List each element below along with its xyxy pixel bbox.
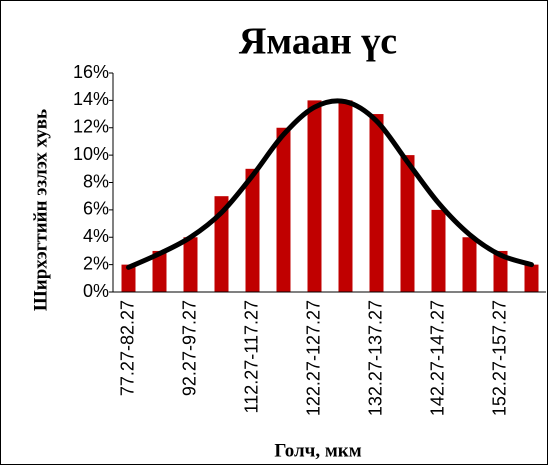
x-tick-label: 112.27-117.27	[241, 300, 261, 413]
bar	[276, 127, 291, 292]
x-tick-label: 142.27-147.27	[427, 300, 447, 416]
y-tick-label: 12%	[73, 117, 109, 137]
y-tick-label: 0%	[83, 281, 109, 301]
y-tick-label: 16%	[73, 62, 109, 82]
y-axis-label: Ширхэгтийн эзлэх хувь	[30, 109, 51, 311]
bar	[214, 196, 229, 292]
y-tick-label: 4%	[83, 226, 109, 246]
plot: 0% 2% 4% 6% 8% 10% 12% 14% 16% 77.27-82.27 92.27-9…	[73, 62, 546, 416]
line	[126, 98, 534, 270]
y-tick-label: 2%	[83, 253, 109, 273]
bar	[183, 237, 198, 292]
y-tick-label: 14%	[73, 89, 109, 109]
x-tick-label: 132.27-137.27	[365, 300, 385, 416]
y-tick-label: 8%	[83, 171, 109, 191]
bar	[307, 100, 322, 292]
x-axis-label: Голч, мкм	[274, 440, 361, 461]
bar	[524, 264, 539, 292]
bar	[121, 264, 136, 292]
bar	[369, 114, 384, 292]
y-tick-label: 10%	[73, 144, 109, 164]
bar	[431, 209, 446, 292]
bar	[462, 237, 477, 292]
x-tick-label: 152.27-157.27	[489, 300, 509, 416]
x-tick-label: 77.27-82.27	[117, 300, 137, 396]
x-tick-label: 122.27-127.27	[303, 300, 323, 416]
bar	[338, 100, 353, 292]
chart-title: Ямаан үс	[239, 21, 397, 63]
bar	[400, 155, 415, 292]
bar	[245, 168, 260, 292]
y-tick-label: 6%	[83, 199, 109, 219]
bar	[152, 250, 167, 292]
bar	[493, 250, 508, 292]
x-tick-label: 92.27-97.27	[179, 300, 199, 396]
